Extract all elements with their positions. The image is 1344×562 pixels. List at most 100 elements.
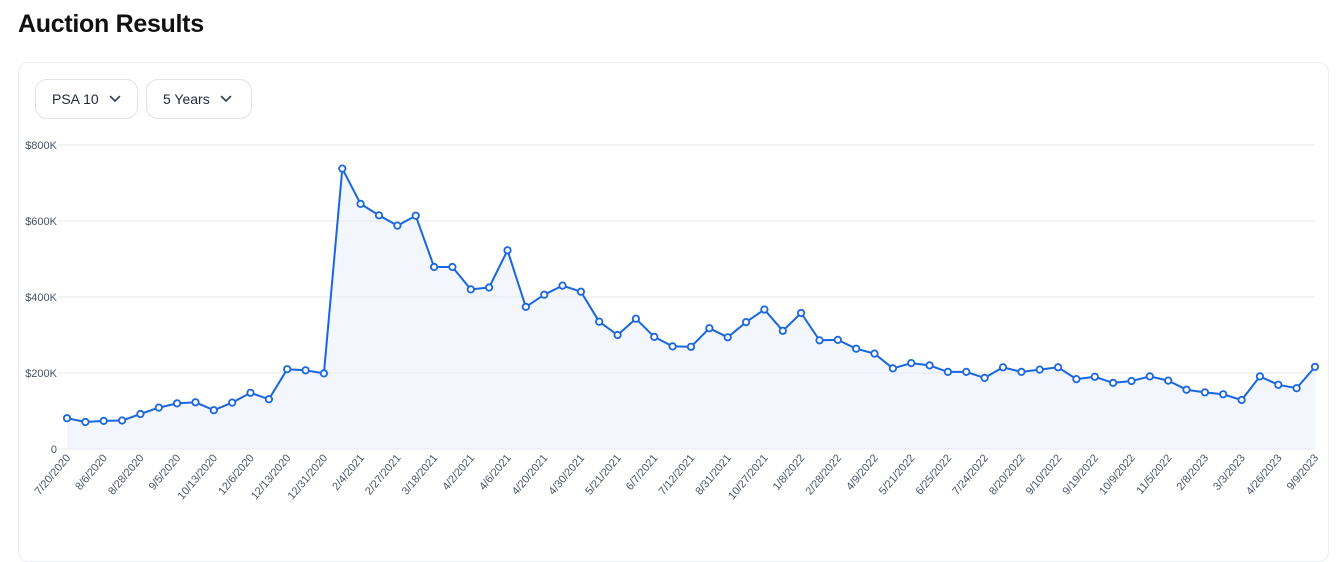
x-tick-label: 8/28/2020 [106, 452, 147, 497]
data-point [962, 367, 971, 376]
data-point [540, 290, 549, 299]
data-point [870, 349, 879, 358]
y-tick-label: $400K [25, 292, 57, 304]
data-point [686, 342, 696, 351]
x-tick-label: 7/24/2022 [950, 452, 991, 497]
y-tick-label: $200K [25, 368, 57, 380]
data-point [852, 344, 861, 353]
data-point [429, 262, 439, 272]
data-point [173, 399, 182, 408]
x-tick-label: 12/6/2020 [216, 452, 257, 497]
data-point [778, 326, 787, 335]
x-tick-label: 3/18/2021 [400, 452, 441, 497]
chevron-down-icon [220, 95, 232, 103]
x-tick-label: 3/3/2023 [1211, 452, 1248, 493]
data-point [118, 416, 127, 425]
data-point [448, 262, 457, 272]
data-point [1182, 385, 1191, 394]
price-area-fill [67, 168, 1315, 449]
grade-filter-dropdown[interactable]: PSA 10 [35, 79, 138, 119]
x-tick-label: 8/6/2020 [73, 452, 110, 493]
period-filter-dropdown[interactable]: 5 Years [146, 79, 252, 119]
x-tick-label: 5/21/2022 [877, 452, 918, 497]
data-point [81, 417, 90, 427]
data-point [723, 333, 732, 342]
chevron-down-icon [109, 95, 121, 103]
x-tick-label: 4/20/2021 [510, 452, 551, 497]
data-point [228, 398, 237, 407]
grade-filter-label: PSA 10 [52, 91, 99, 107]
data-point [631, 314, 641, 323]
data-point [998, 363, 1008, 372]
data-point [1035, 365, 1044, 374]
data-point [521, 302, 530, 311]
x-tick-label: 7/12/2021 [657, 452, 698, 497]
data-point [374, 211, 384, 220]
x-tick-label: 2/27/2021 [363, 452, 404, 497]
period-filter-label: 5 Years [163, 91, 210, 107]
data-point [209, 406, 218, 415]
y-tick-label: $600K [25, 216, 57, 228]
data-point [503, 246, 512, 255]
x-tick-label: 2/8/2023 [1174, 452, 1211, 493]
data-point [338, 164, 347, 173]
data-point [1274, 380, 1283, 389]
x-tick-label: 7/20/2020 [33, 452, 74, 497]
data-point [191, 398, 200, 407]
page-title: Auction Results [18, 10, 204, 38]
data-point [907, 358, 916, 368]
data-point [356, 199, 365, 208]
x-tick-label: 10/9/2022 [1097, 452, 1138, 497]
data-point [1090, 372, 1099, 381]
data-point [136, 409, 145, 419]
data-point [154, 403, 163, 412]
data-point [1054, 363, 1063, 372]
data-point [760, 305, 769, 314]
data-point [1255, 372, 1265, 381]
y-tick-label: $800K [25, 140, 57, 152]
x-tick-label: 5/21/2021 [583, 452, 624, 497]
data-point [668, 342, 677, 351]
data-point [888, 364, 898, 373]
data-point [943, 367, 953, 376]
data-point [283, 365, 292, 374]
data-point [1200, 388, 1210, 397]
data-point [1109, 378, 1118, 387]
data-point [650, 332, 659, 341]
x-tick-label: 9/19/2022 [1060, 452, 1101, 497]
data-point [925, 361, 934, 370]
x-tick-label: 4/2/2021 [440, 452, 477, 493]
data-point [1145, 372, 1154, 381]
data-point [484, 283, 494, 292]
data-point [705, 324, 714, 333]
x-tick-label: 6/25/2022 [914, 452, 955, 497]
x-tick-label: 9/5/2020 [147, 452, 184, 493]
data-point [1219, 390, 1228, 399]
x-tick-label: 11/5/2022 [1134, 452, 1174, 497]
data-point [833, 335, 842, 344]
x-tick-label: 4/26/2023 [1244, 452, 1285, 497]
data-point [246, 388, 255, 397]
data-point [99, 416, 108, 425]
data-point [1310, 362, 1320, 371]
x-tick-label: 4/6/2021 [477, 452, 514, 493]
data-point [595, 317, 604, 326]
data-point [980, 373, 989, 382]
x-tick-label: 8/20/2022 [987, 452, 1028, 497]
data-point [558, 281, 567, 290]
data-point [1292, 384, 1301, 393]
data-point [1127, 376, 1136, 386]
data-point [1237, 395, 1246, 405]
data-point [815, 336, 824, 345]
x-tick-label: 4/30/2021 [547, 452, 588, 497]
data-point [411, 211, 420, 220]
data-point [466, 285, 475, 294]
data-point [301, 366, 310, 375]
data-point [1072, 374, 1081, 384]
data-point [576, 287, 586, 296]
data-point [393, 221, 402, 230]
x-tick-label: 2/4/2021 [330, 452, 367, 493]
data-point [1017, 367, 1026, 376]
x-tick-label: 1/8/2022 [771, 452, 808, 493]
